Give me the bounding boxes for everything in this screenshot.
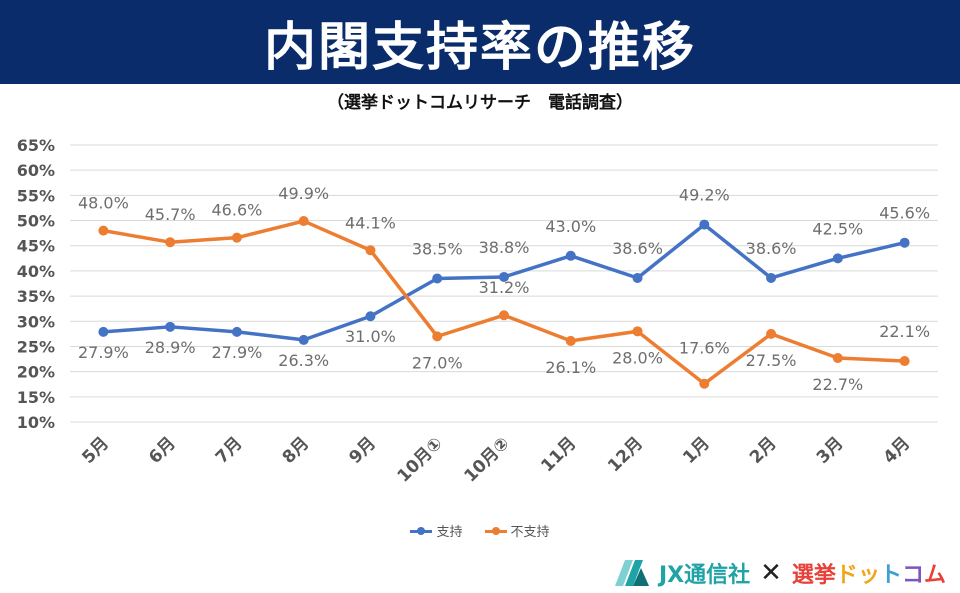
x-tick-label: 9月	[345, 433, 380, 468]
data-label: 38.5%	[412, 239, 463, 258]
y-tick-label: 55%	[17, 186, 55, 205]
data-label: 38.6%	[612, 239, 663, 258]
data-point	[766, 272, 777, 283]
legend-swatch-support	[410, 526, 433, 536]
legend-swatch-nonsupport	[484, 526, 507, 536]
y-tick-label: 20%	[17, 363, 55, 382]
legend-item-nonsupport: 不支持	[484, 521, 550, 540]
footer-logos: JX通信社 ✕ 選挙ドットコム	[611, 558, 946, 588]
y-tick-label: 25%	[17, 337, 55, 356]
y-tick-label: 40%	[17, 262, 55, 281]
data-label: 26.1%	[545, 358, 596, 377]
data-label: 27.0%	[412, 353, 463, 372]
data-point	[298, 216, 309, 227]
legend-item-support: 支持	[410, 521, 463, 540]
data-label: 38.6%	[746, 239, 797, 258]
legend-label-support: 支持	[436, 525, 463, 540]
data-point	[699, 219, 710, 230]
data-label: 28.9%	[145, 338, 196, 357]
header-bar: 内閣支持率の推移	[0, 0, 960, 84]
data-point	[832, 253, 843, 264]
data-point	[565, 250, 576, 261]
y-tick-label: 30%	[17, 312, 55, 331]
data-point	[365, 245, 376, 256]
data-label: 45.6%	[879, 204, 930, 223]
senkyo-logo: 選挙ドットコム	[791, 563, 946, 588]
data-point	[432, 331, 443, 342]
x-tick-label: 2月	[746, 433, 781, 468]
x-tick-label: 10月①	[394, 433, 447, 486]
y-tick-label: 45%	[17, 237, 55, 256]
data-label: 42.5%	[812, 219, 863, 238]
x-tick-label: 11月	[537, 433, 580, 476]
y-tick-label: 60%	[17, 161, 55, 180]
data-label: 17.6%	[679, 339, 730, 358]
cross-mark: ✕	[760, 558, 782, 588]
y-tick-label: 10%	[17, 413, 55, 432]
chart-legend: 支持 不支持	[0, 521, 960, 540]
x-tick-label: 6月	[145, 433, 180, 468]
data-label: 31.0%	[345, 327, 396, 346]
data-point	[632, 272, 643, 283]
data-label: 48.0%	[78, 194, 129, 213]
data-label: 43.0%	[545, 217, 596, 236]
y-tick-label: 50%	[17, 212, 55, 231]
x-tick-label: 5月	[78, 433, 113, 468]
data-point	[365, 311, 376, 322]
data-label: 22.1%	[879, 322, 930, 341]
x-tick-label: 8月	[279, 433, 314, 468]
data-label: 26.3%	[278, 351, 329, 370]
data-point	[298, 334, 309, 345]
data-point	[165, 237, 176, 248]
data-point	[98, 326, 109, 337]
data-label: 31.2%	[479, 278, 530, 297]
data-point	[231, 326, 242, 337]
data-point	[699, 378, 710, 389]
data-point	[899, 356, 910, 367]
data-label: 46.6%	[212, 201, 263, 220]
data-point	[899, 237, 910, 248]
data-point	[98, 225, 109, 236]
data-label: 27.9%	[212, 343, 263, 362]
data-point	[632, 326, 643, 337]
legend-label-nonsupport: 不支持	[510, 525, 550, 540]
x-tick-label: 12月	[604, 433, 647, 476]
data-point	[565, 335, 576, 346]
data-point	[832, 353, 843, 364]
page-title: 内閣支持率の推移	[263, 17, 696, 78]
x-tick-label: 3月	[813, 433, 848, 468]
y-tick-label: 35%	[17, 287, 55, 306]
data-point	[165, 321, 176, 332]
data-point	[499, 271, 509, 282]
y-tick-label: 65%	[17, 136, 55, 155]
x-tick-label: 1月	[679, 433, 714, 468]
data-label: 44.1%	[345, 213, 396, 232]
jx-logo-text: JX通信社	[658, 563, 751, 588]
chart-subtitle: （選挙ドットコムリサーチ 電話調査）	[327, 93, 633, 113]
data-point	[766, 328, 777, 339]
data-label: 49.2%	[679, 186, 730, 205]
x-tick-label: 7月	[212, 433, 247, 468]
x-tick-label: 4月	[880, 433, 915, 468]
x-tick-label: 10月②	[460, 433, 513, 486]
data-label: 28.0%	[612, 348, 663, 367]
jx-logo-mark-icon	[614, 560, 649, 586]
data-label: 45.7%	[145, 205, 196, 224]
data-label: 49.9%	[278, 184, 329, 203]
data-label: 22.7%	[812, 375, 863, 394]
data-point	[231, 232, 242, 243]
data-point	[432, 273, 443, 284]
data-label: 27.9%	[78, 343, 129, 362]
data-point	[499, 310, 509, 321]
data-label: 38.8%	[479, 238, 530, 257]
y-tick-label: 15%	[17, 388, 55, 407]
data-label: 27.5%	[746, 351, 797, 370]
